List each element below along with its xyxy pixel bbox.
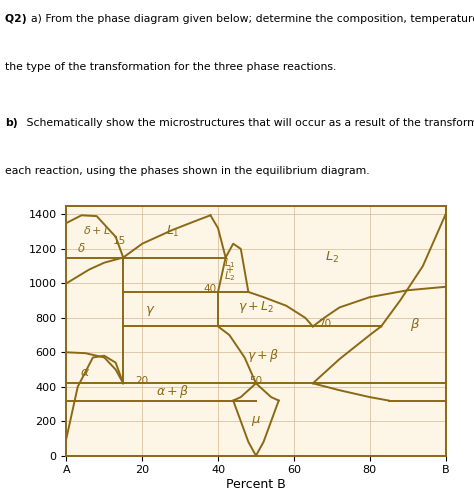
Text: 15: 15 [113,236,126,246]
Text: $+$: $+$ [225,264,234,275]
Text: 40: 40 [204,284,217,294]
Text: $L_1$: $L_1$ [166,224,179,239]
Text: 20: 20 [136,376,149,386]
Text: 50: 50 [249,376,263,386]
Text: $\alpha + \beta$: $\alpha + \beta$ [156,383,189,399]
Text: $\delta$: $\delta$ [77,243,86,255]
Text: $\beta$: $\beta$ [410,316,420,333]
Text: $\delta + L$: $\delta + L$ [82,224,111,236]
Text: each reaction, using the phases shown in the equilibrium diagram.: each reaction, using the phases shown in… [5,166,369,176]
Text: $L_2$: $L_2$ [325,250,339,265]
Text: a) From the phase diagram given below; determine the composition, temperature an: a) From the phase diagram given below; d… [31,14,474,24]
Text: Q2): Q2) [5,14,30,24]
Text: $L_1$: $L_1$ [224,256,235,270]
Text: $\alpha$: $\alpha$ [80,367,91,379]
Text: $\mu$: $\mu$ [251,414,261,428]
X-axis label: Percent B: Percent B [226,478,286,490]
Text: $\gamma + L_2$: $\gamma + L_2$ [238,299,274,316]
Text: the type of the transformation for the three phase reactions.: the type of the transformation for the t… [5,62,336,72]
Text: b): b) [5,118,18,128]
Text: $\gamma + \beta$: $\gamma + \beta$ [247,347,280,364]
Text: 70: 70 [318,319,331,329]
Text: $L_2$: $L_2$ [224,270,235,283]
Text: $\gamma$: $\gamma$ [145,304,155,318]
Text: Schematically show the microstructures that will occur as a result of the transf: Schematically show the microstructures t… [23,118,474,128]
